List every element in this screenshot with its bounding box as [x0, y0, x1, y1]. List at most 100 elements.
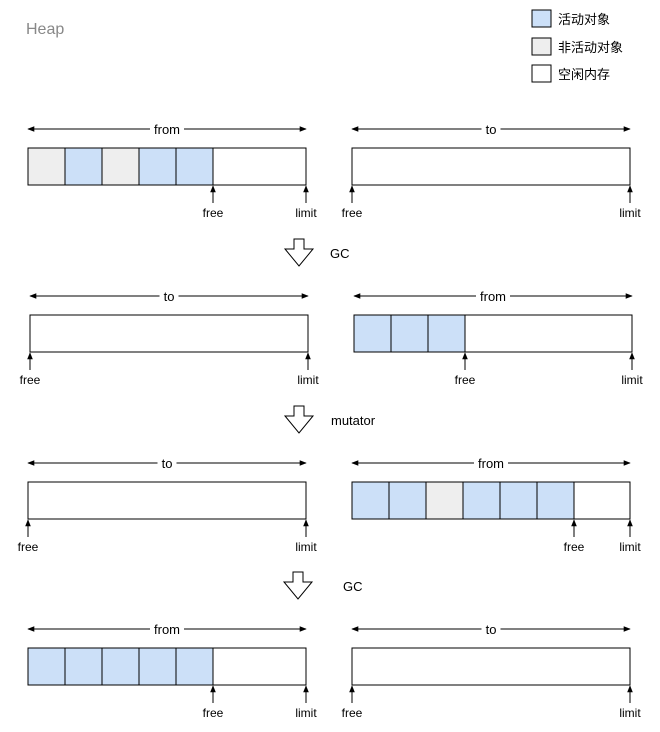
free-pointer: free — [342, 685, 363, 720]
live-object-cell — [101, 647, 140, 686]
live-object-cell — [390, 314, 429, 353]
free-pointer-label: free — [20, 373, 41, 387]
dead-object-swatch-icon — [531, 37, 552, 56]
live-object-cell — [27, 647, 66, 686]
legend-label-dead: 非活动对象 — [558, 40, 623, 55]
limit-pointer: limit — [295, 185, 317, 220]
free-pointer-label: free — [342, 706, 363, 720]
span-label-bg — [150, 121, 184, 137]
semispace-from: from free limit — [351, 455, 641, 554]
live-object-cell — [175, 147, 214, 186]
live-object-cell — [64, 147, 103, 186]
span-label: from — [480, 289, 506, 304]
limit-pointer-label: limit — [295, 206, 317, 220]
semispace-to: to free limit — [342, 121, 641, 220]
limit-pointer-label: limit — [619, 206, 641, 220]
span-label: to — [164, 289, 175, 304]
transition-step: GC — [282, 571, 363, 600]
span-label: to — [162, 456, 173, 471]
transition-label: GC — [330, 246, 350, 261]
free-pointer-label: free — [455, 373, 476, 387]
semispace-to: to free limit — [18, 455, 317, 554]
limit-pointer-label: limit — [297, 373, 319, 387]
transition-label: mutator — [331, 413, 376, 428]
span-label-bg — [481, 121, 501, 137]
span-label: from — [154, 122, 180, 137]
free-pointer-label: free — [342, 206, 363, 220]
limit-pointer-label: limit — [295, 706, 317, 720]
down-arrow-icon — [283, 238, 315, 267]
limit-pointer-label: limit — [295, 540, 317, 554]
diagram-title: Heap — [26, 21, 64, 38]
semispace-to: to free limit — [20, 288, 319, 387]
legend: 活动对象 非活动对象 空闲内存 — [531, 9, 623, 83]
live-object-cell — [138, 647, 177, 686]
semispace-to: to free limit — [342, 621, 641, 720]
span-label-bg — [476, 288, 510, 304]
free-pointer-label: free — [203, 706, 224, 720]
limit-pointer: limit — [621, 352, 643, 387]
heap-stage: from free limit to free limit — [27, 621, 641, 720]
limit-pointer: limit — [295, 519, 317, 554]
transition-step: GC — [283, 238, 350, 267]
memory-bar — [351, 147, 631, 186]
live-object-cell — [462, 481, 501, 520]
legend-item-live: 活动对象 — [531, 9, 610, 28]
memory-bar — [29, 314, 309, 353]
limit-pointer: limit — [297, 352, 319, 387]
limit-pointer-label: limit — [619, 540, 641, 554]
free-pointer: free — [455, 352, 476, 387]
dead-object-cell — [27, 147, 66, 186]
free-pointer: free — [342, 185, 363, 220]
legend-item-dead: 非活动对象 — [531, 37, 623, 56]
live-object-swatch-icon — [531, 9, 552, 28]
dead-object-cell — [101, 147, 140, 186]
span-label-bg — [157, 455, 177, 471]
semispace-from: from free limit — [27, 621, 317, 720]
dead-object-cell — [425, 481, 464, 520]
span-label-bg — [474, 455, 508, 471]
limit-pointer-label: limit — [621, 373, 643, 387]
limit-pointer: limit — [619, 519, 641, 554]
semispace-from: from free limit — [353, 288, 643, 387]
limit-pointer: limit — [619, 685, 641, 720]
live-object-cell — [351, 481, 390, 520]
memory-bar — [27, 481, 307, 520]
span-label: from — [478, 456, 504, 471]
free-pointer: free — [203, 685, 224, 720]
heap-stage: from free limit to free limit — [27, 121, 641, 220]
legend-item-free: 空闲内存 — [531, 64, 610, 83]
live-object-cell — [353, 314, 392, 353]
transition-label: GC — [343, 579, 363, 594]
live-object-cell — [427, 314, 466, 353]
limit-pointer: limit — [295, 685, 317, 720]
free-pointer-label: free — [564, 540, 585, 554]
limit-pointer: limit — [619, 185, 641, 220]
legend-label-free: 空闲内存 — [558, 67, 610, 82]
free-memory-swatch-icon — [531, 64, 552, 83]
free-pointer: free — [203, 185, 224, 220]
legend-label-live: 活动对象 — [558, 12, 610, 27]
memory-bar — [351, 647, 631, 686]
free-pointer: free — [20, 352, 41, 387]
down-arrow-icon — [283, 405, 315, 434]
span-label-bg — [159, 288, 179, 304]
free-pointer-label: free — [203, 206, 224, 220]
free-pointer-label: free — [18, 540, 39, 554]
live-object-cell — [536, 481, 575, 520]
free-pointer: free — [564, 519, 585, 554]
span-label: from — [154, 622, 180, 637]
span-label: to — [486, 622, 497, 637]
heap-stage: to free limit from free limit — [18, 455, 641, 554]
transitions: GC mutator GC — [282, 238, 376, 600]
heap-stage: to free limit from free limit — [20, 288, 643, 387]
span-label-bg — [150, 621, 184, 637]
semispace-from: from free limit — [27, 121, 317, 220]
down-arrow-icon — [282, 571, 314, 600]
transition-step: mutator — [283, 405, 376, 434]
span-label: to — [486, 122, 497, 137]
live-object-cell — [175, 647, 214, 686]
live-object-cell — [138, 147, 177, 186]
